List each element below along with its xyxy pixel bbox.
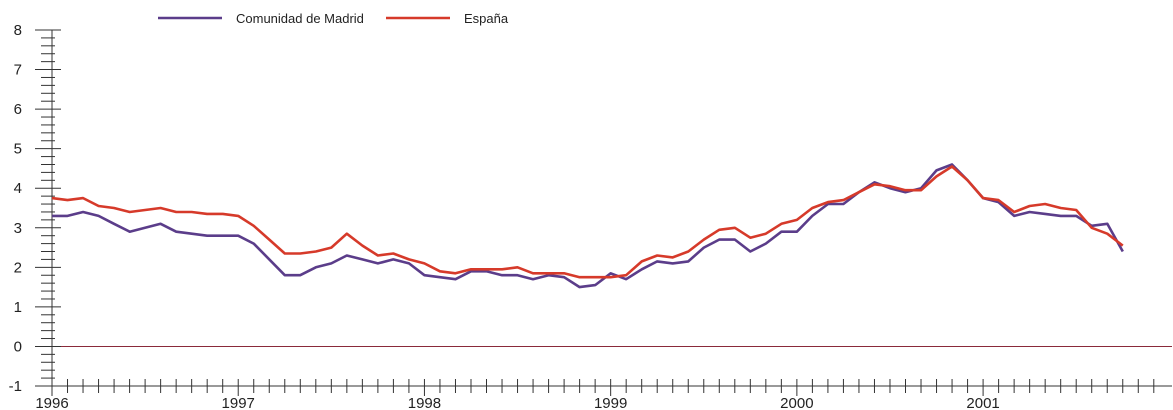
y-tick-label: 1 bbox=[14, 299, 22, 316]
y-tick-label: 2 bbox=[14, 259, 22, 276]
y-tick-label: 0 bbox=[14, 338, 22, 355]
y-tick-label: 3 bbox=[14, 220, 22, 237]
y-tick-label: 5 bbox=[14, 141, 22, 158]
x-tick-label: 1999 bbox=[594, 395, 627, 410]
legend-label: España bbox=[464, 11, 509, 26]
y-tick-label: 6 bbox=[14, 101, 22, 118]
series-line-espana bbox=[51, 165, 1124, 279]
x-tick-label: 2001 bbox=[966, 395, 999, 410]
y-tick-label: 7 bbox=[14, 62, 22, 79]
y-tick-label: -1 bbox=[9, 378, 22, 395]
series-lines bbox=[51, 163, 1124, 289]
y-ticks: -1 0 1 2 3 4 5 6 7 8 bbox=[9, 22, 61, 395]
chart-axes: -1 0 1 2 3 4 5 6 7 8 1996 1997 1998 1999 2000 2001 bbox=[9, 22, 1172, 410]
x-tick-label: 1996 bbox=[35, 395, 68, 410]
x-tick-label: 1997 bbox=[222, 395, 255, 410]
x-tick-label: 1998 bbox=[408, 395, 441, 410]
x-ticks: 1996 1997 1998 1999 2000 2001 bbox=[35, 379, 1155, 410]
legend-label: Comunidad de Madrid bbox=[236, 11, 364, 26]
y-tick-label: 4 bbox=[14, 180, 22, 197]
x-tick-label: 2000 bbox=[780, 395, 813, 410]
legend: Comunidad de Madrid España bbox=[158, 11, 509, 26]
y-tick-label: 8 bbox=[14, 22, 22, 39]
series-line-madrid bbox=[52, 163, 1124, 289]
